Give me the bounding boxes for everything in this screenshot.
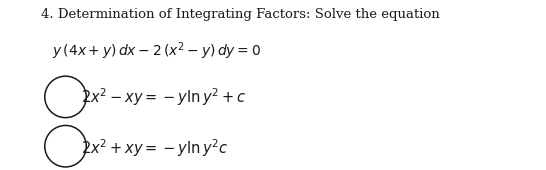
Text: $y\,(4x + y)\,dx - 2\,(x^2 - y)\,dy = 0$: $y\,(4x + y)\,dx - 2\,(x^2 - y)\,dy = 0$: [52, 41, 261, 62]
Text: $2x^2 - xy = -y\ln y^2 + c$: $2x^2 - xy = -y\ln y^2 + c$: [81, 87, 246, 108]
Text: $2x^2 + xy = -y\ln y^2 c$: $2x^2 + xy = -y\ln y^2 c$: [81, 137, 228, 159]
Text: 4. Determination of Integrating Factors: Solve the equation: 4. Determination of Integrating Factors:…: [41, 8, 440, 21]
